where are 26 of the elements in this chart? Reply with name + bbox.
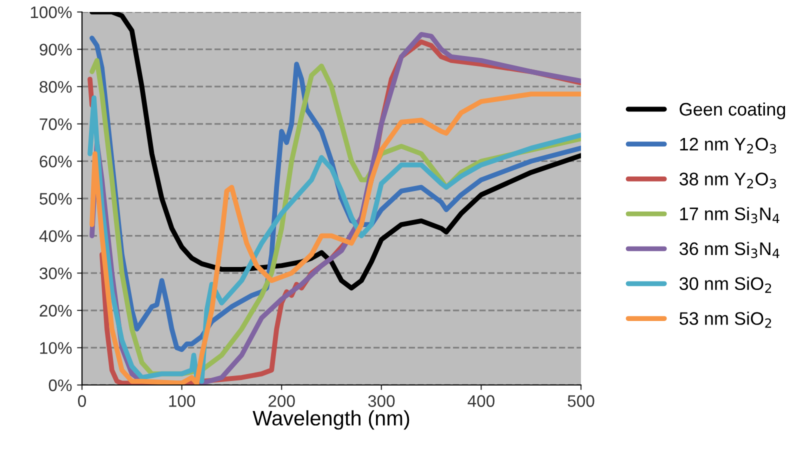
y-tick-label: 80% [40, 81, 72, 93]
y-tick-label: 20% [40, 304, 72, 317]
line-series [90, 12, 581, 290]
legend-label: 17 nm Si$_{3}$N$_{4}$ [680, 207, 780, 224]
legend-label: 36 nm Si$_{3}$N$_{4}$ [679, 242, 780, 258]
y-tick-label: 0% [48, 379, 72, 392]
y-tick-label: 30% [40, 268, 72, 280]
y-tick-label: 50% [40, 192, 72, 205]
x-tick-label: 200 [268, 395, 295, 407]
x-tick-label: 400 [468, 395, 494, 407]
legend-label: 12 nm Y$_{2}$O$_{3}$ [680, 138, 776, 154]
x-tick-label: 100 [169, 395, 196, 407]
y-tick-label: 70% [40, 118, 72, 130]
y-tick-label: 90% [40, 44, 72, 56]
x-tick-label: 0 [78, 395, 86, 407]
y-tick-label: 10% [40, 342, 72, 354]
y-tick-label: 100% [30, 6, 72, 18]
y-tick-label: 60% [40, 156, 72, 168]
x-tick-label: 300 [368, 395, 395, 407]
legend-label: 53 nm SiO$_{2}$ [680, 312, 772, 328]
legend-label: 38 nm Y$_{2}$O$_{3}$ [679, 172, 776, 188]
x-tick-label: 500 [568, 395, 594, 407]
legend-label: Geen coating [680, 102, 786, 120]
y-tick-label: 40% [39, 230, 72, 242]
x-axis-title: Wavelength (nm) [252, 410, 410, 430]
legend-label: 30 nm SiO$_{2}$ [679, 276, 772, 293]
